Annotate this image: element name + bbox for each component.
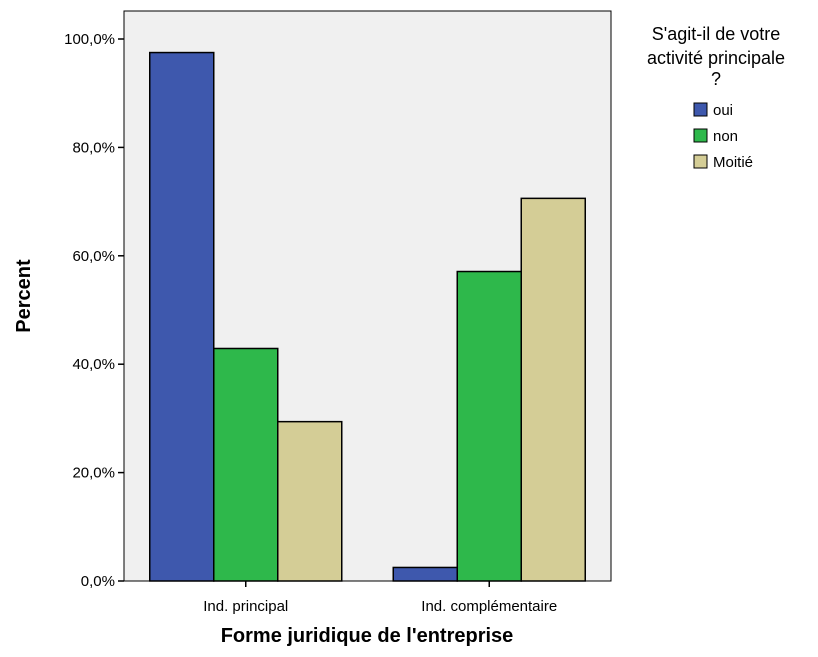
x-tick-label: Ind. complémentaire [421, 598, 557, 615]
bar-oui [392, 566, 458, 582]
x-tick-label: Ind. principal [203, 598, 288, 615]
bars [149, 51, 586, 582]
bar-oui [149, 51, 215, 582]
y-tick-label: 20,0% [72, 465, 115, 482]
legend-title-line-2: activité principale [647, 48, 785, 68]
legend: S'agit-il de votre activité principale ?… [647, 24, 785, 171]
y-tick-label: 100,0% [64, 31, 115, 48]
y-tick-label: 40,0% [72, 356, 115, 373]
legend-label: Moitié [713, 154, 753, 171]
bar-non [456, 270, 522, 582]
legend-label: oui [713, 102, 733, 119]
bar-moitié [520, 197, 586, 582]
legend-swatch [693, 128, 708, 143]
legend-title-line-1: S'agit-il de votre [652, 24, 781, 44]
y-tick-label: 60,0% [72, 248, 115, 265]
legend-swatch [693, 154, 708, 169]
legend-title-line-3: ? [711, 69, 721, 89]
legend-swatch [693, 102, 708, 117]
y-axis: 0,0% 20,0% 40,0% 60,0% 80,0% 100,0% [64, 31, 124, 590]
y-tick-label: 0,0% [81, 573, 115, 590]
legend-items: oui non Moitié [693, 102, 753, 171]
bar-non [213, 347, 279, 582]
x-axis-title: Forme juridique de l'entreprise [221, 625, 514, 647]
legend-label: non [713, 128, 738, 145]
y-axis-title: Percent [13, 259, 35, 333]
x-axis: Ind. principal Ind. complémentaire [203, 581, 557, 615]
y-tick-label: 80,0% [72, 139, 115, 156]
bar-moitié [277, 420, 343, 582]
